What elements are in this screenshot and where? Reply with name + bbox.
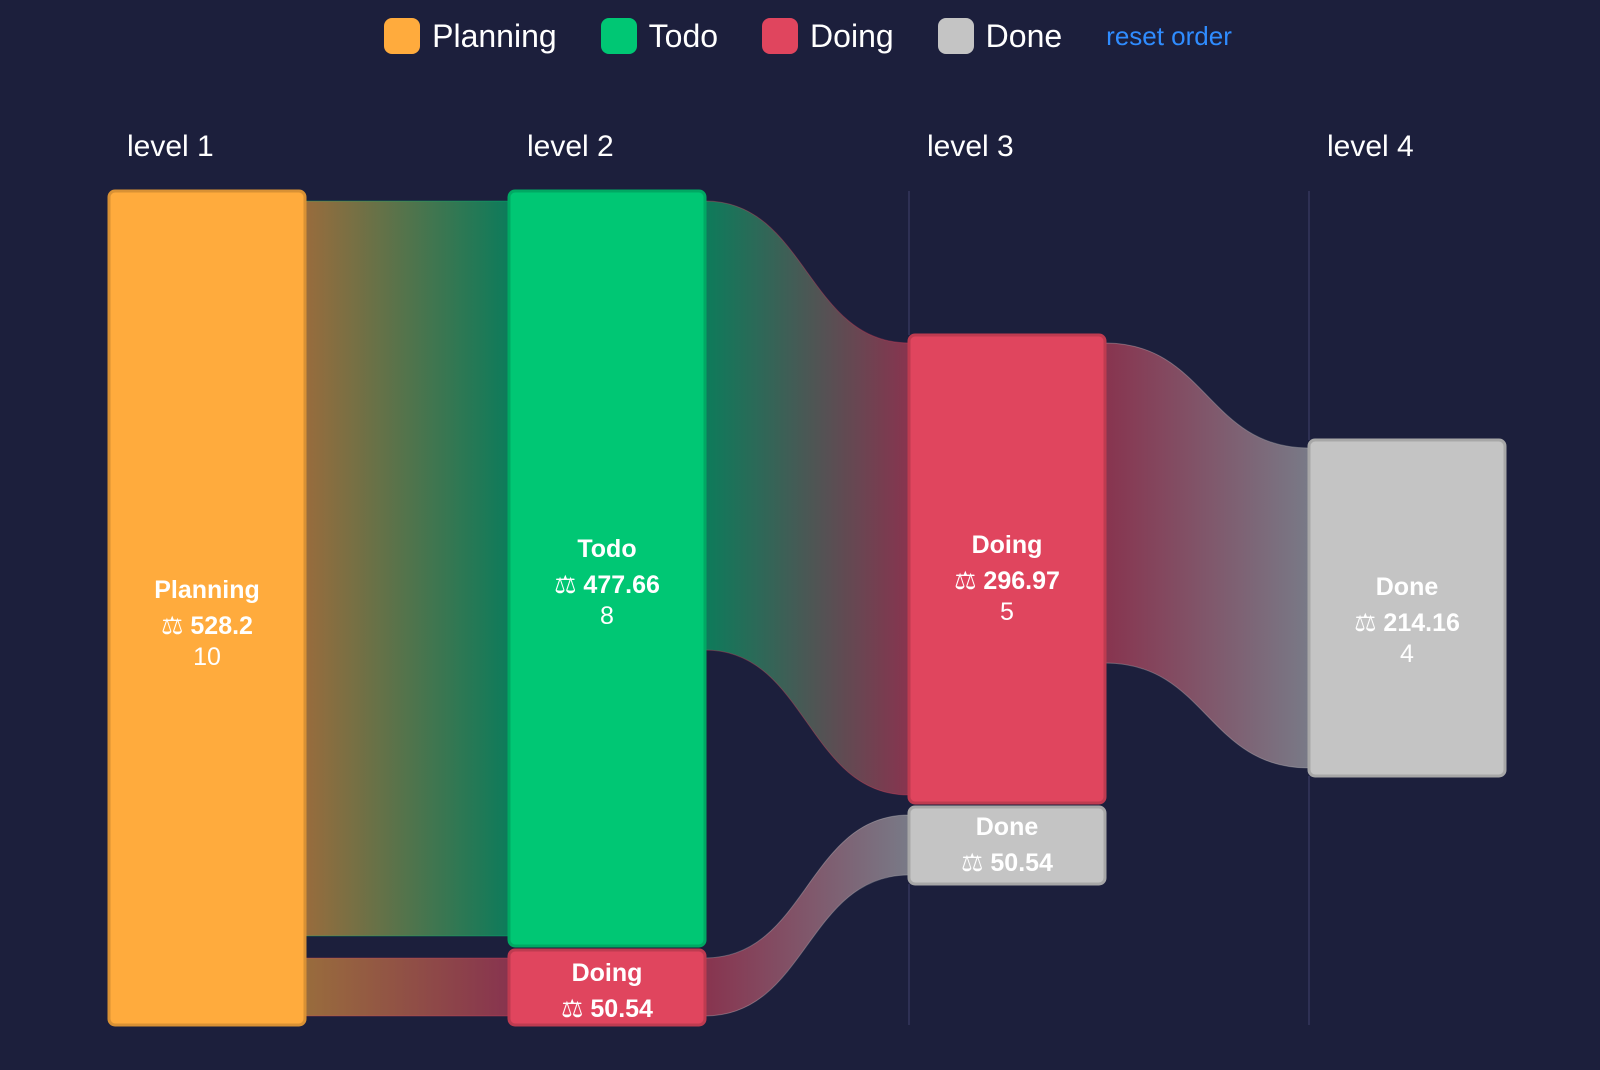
legend-item-planning[interactable]: Planning xyxy=(384,18,557,55)
sankey-link-planning-to-todo[interactable] xyxy=(304,200,510,937)
sankey-node-rect xyxy=(907,333,1107,805)
sankey-node-label: Doing xyxy=(572,959,643,987)
sankey-node-count: 8 xyxy=(600,602,614,630)
sankey-node-rect xyxy=(907,805,1107,886)
legend-swatch-done xyxy=(937,18,974,54)
legend-item-todo[interactable]: Todo xyxy=(600,17,719,55)
sankey-node-rect xyxy=(1307,438,1507,778)
sankey-node-weight: ⚖ 296.97 xyxy=(954,567,1060,595)
sankey-node-weight: ⚖ 477.66 xyxy=(554,571,660,599)
sankey-node-label: Doing xyxy=(972,531,1043,559)
legend-swatch-doing xyxy=(762,18,799,54)
sankey-node-rect xyxy=(507,948,707,1027)
level-1-title: level 1 xyxy=(127,130,214,163)
sankey-node-weight: ⚖ 214.16 xyxy=(1354,609,1460,637)
level-4-title: level 4 xyxy=(1327,130,1414,163)
legend-label-done: Done xyxy=(985,17,1063,54)
level-3-title: level 3 xyxy=(927,130,1014,163)
sankey-node-rect xyxy=(107,189,307,1027)
legend-label-doing: Doing xyxy=(810,17,894,54)
sankey-link-todo-to-doing[interactable] xyxy=(704,200,910,796)
sankey-node-done-level-3[interactable]: Done ⚖ 50.54 xyxy=(907,805,1107,886)
sankey-node-done-level-4[interactable]: Done ⚖ 214.16 4 xyxy=(1307,438,1507,778)
sankey-node-label: Planning xyxy=(154,576,260,604)
legend: Planning Todo Doing Done reset order xyxy=(0,14,1600,58)
reset-order-link[interactable]: reset order xyxy=(1106,20,1232,51)
sankey-node-todo-level-2[interactable]: Todo ⚖ 477.66 8 xyxy=(507,189,707,948)
sankey-node-doing-level-2[interactable]: Doing ⚖ 50.54 xyxy=(507,948,707,1027)
sankey-node-weight: ⚖ 50.54 xyxy=(561,995,653,1023)
sankey-node-planning-level-1[interactable]: Planning ⚖ 528.2 10 xyxy=(107,189,307,1027)
sankey-link-doing-to-done[interactable] xyxy=(704,814,910,1017)
legend-item-doing[interactable]: Doing xyxy=(762,18,894,55)
sankey-link-doing-to-done[interactable] xyxy=(1104,342,1310,769)
legend-label-todo: Todo xyxy=(648,17,719,54)
sankey-node-label: Done xyxy=(1376,573,1439,601)
legend-swatch-planning xyxy=(384,18,421,54)
sankey-node-label: Todo xyxy=(577,535,636,563)
sankey-node-weight: ⚖ 50.54 xyxy=(961,849,1053,877)
sankey-node-rect xyxy=(507,189,707,948)
sankey-node-weight: ⚖ 528.2 xyxy=(161,612,253,640)
sankey-node-count: 10 xyxy=(193,643,221,671)
level-2-title: level 2 xyxy=(527,130,614,163)
sankey-node-label: Done xyxy=(976,813,1039,841)
legend-swatch-todo xyxy=(600,18,637,54)
legend-item-done[interactable]: Done xyxy=(937,17,1063,55)
sankey-node-count: 5 xyxy=(1000,598,1014,626)
sankey-node-count: 4 xyxy=(1400,640,1414,668)
sankey-node-doing-level-3[interactable]: Doing ⚖ 296.97 5 xyxy=(907,333,1107,805)
legend-label-planning: Planning xyxy=(432,17,557,54)
sankey-link-planning-to-doing[interactable] xyxy=(304,957,510,1017)
